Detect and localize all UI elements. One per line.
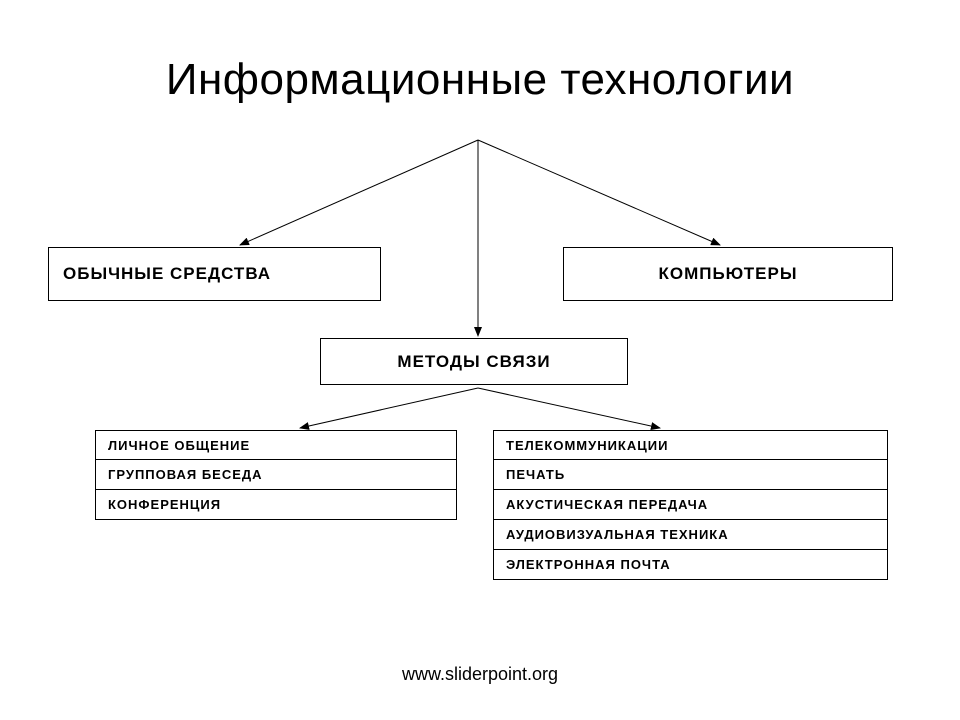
- right-list-row: АУДИОВИЗУАЛЬНАЯ ТЕХНИКА: [493, 520, 888, 550]
- right-list-row-label: ПЕЧАТЬ: [506, 467, 565, 482]
- slide-title: Информационные технологии: [0, 55, 960, 105]
- diagram-canvas: Информационные технологии ОБЫЧНЫЕ СРЕДСТ…: [0, 0, 960, 720]
- edge-4: [478, 388, 660, 428]
- right-list-row-label: ЭЛЕКТРОННАЯ ПОЧТА: [506, 557, 671, 572]
- right-list-row: ТЕЛЕКОММУНИКАЦИИ: [493, 430, 888, 460]
- footer-url: www.sliderpoint.org: [0, 664, 960, 685]
- edge-0: [240, 140, 478, 245]
- edge-2: [478, 140, 720, 245]
- edge-3: [300, 388, 478, 428]
- right-list-row-label: АКУСТИЧЕСКАЯ ПЕРЕДАЧА: [506, 497, 708, 512]
- left-list-row-label: ЛИЧНОЕ ОБЩЕНИЕ: [108, 438, 250, 453]
- left-list-row: ГРУППОВАЯ БЕСЕДА: [95, 460, 457, 490]
- right-list-row: ПЕЧАТЬ: [493, 460, 888, 490]
- left-list-row-label: КОНФЕРЕНЦИЯ: [108, 497, 221, 512]
- right-list-row: АКУСТИЧЕСКАЯ ПЕРЕДАЧА: [493, 490, 888, 520]
- right-list-row: ЭЛЕКТРОННАЯ ПОЧТА: [493, 550, 888, 580]
- node-label-computers: КОМПЬЮТЕРЫ: [658, 264, 797, 284]
- node-methods: МЕТОДЫ СВЯЗИ: [320, 338, 628, 385]
- node-usual_means: ОБЫЧНЫЕ СРЕДСТВА: [48, 247, 381, 301]
- node-label-usual_means: ОБЫЧНЫЕ СРЕДСТВА: [63, 264, 271, 284]
- right-list-row-label: АУДИОВИЗУАЛЬНАЯ ТЕХНИКА: [506, 527, 729, 542]
- left-list-row-label: ГРУППОВАЯ БЕСЕДА: [108, 467, 263, 482]
- left-list-row: ЛИЧНОЕ ОБЩЕНИЕ: [95, 430, 457, 460]
- node-label-methods: МЕТОДЫ СВЯЗИ: [397, 352, 550, 372]
- node-computers: КОМПЬЮТЕРЫ: [563, 247, 893, 301]
- right-list-row-label: ТЕЛЕКОММУНИКАЦИИ: [506, 438, 668, 453]
- left-list-row: КОНФЕРЕНЦИЯ: [95, 490, 457, 520]
